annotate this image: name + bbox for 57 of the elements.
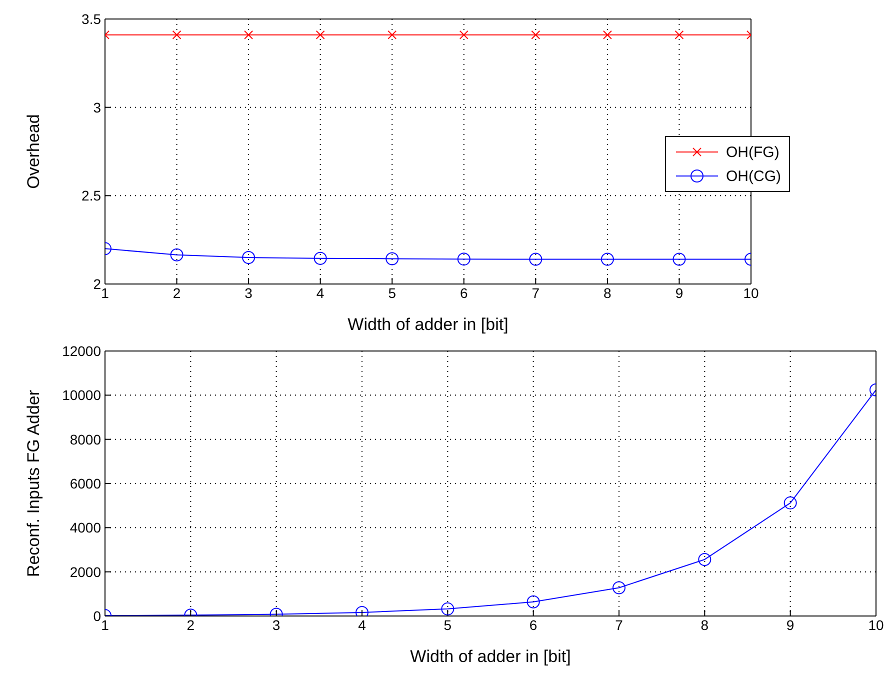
x-tick-label: 10 (868, 616, 884, 633)
point (672, 252, 686, 266)
x-tick-label: 4 (316, 284, 324, 301)
point (457, 252, 470, 266)
point (784, 496, 797, 510)
point (441, 602, 454, 616)
y-tick-label: 0 (93, 608, 102, 624)
point (386, 252, 399, 266)
point (170, 248, 184, 262)
x-tick-label: 3 (244, 284, 253, 301)
point (529, 252, 542, 266)
point (602, 30, 612, 40)
x-tick-label: 6 (460, 284, 468, 301)
x-axis-title: Width of adder in [bit] (348, 315, 508, 334)
point (698, 552, 712, 566)
x-tick-label: 5 (444, 616, 452, 633)
y-tick-label: 3.5 (82, 10, 102, 27)
y-tick-label: 8000 (70, 431, 102, 448)
legend-label: OH(CG) (726, 168, 781, 184)
x-tick-label: 1 (101, 616, 110, 633)
point (314, 252, 327, 265)
y-tick-label: 6000 (70, 475, 102, 492)
x-tick-label: 7 (532, 284, 540, 301)
y-tick-label: 10000 (62, 387, 102, 404)
x-tick-label: 6 (529, 616, 538, 633)
point (242, 251, 256, 264)
legend-label: OH(FG) (726, 144, 780, 160)
y-tick-label: 4000 (70, 520, 102, 536)
x-tick-label: 8 (604, 284, 612, 301)
y-axis-title: Reconf. Inputs FG Adder (24, 390, 44, 578)
x-tick-label: 1 (101, 284, 110, 301)
point (600, 252, 614, 266)
y-tick-label: 3 (93, 99, 102, 116)
x-tick-label: 7 (615, 616, 624, 633)
point (674, 30, 684, 40)
x-tick-label: 2 (172, 284, 181, 301)
y-tick-label: 12000 (62, 342, 102, 359)
point (244, 30, 254, 40)
point (531, 30, 540, 40)
point (526, 595, 540, 608)
y-tick-label: 2000 (70, 564, 102, 580)
point (388, 30, 397, 40)
x-axis-title: Width of adder in [bit] (410, 647, 571, 666)
point (316, 30, 325, 40)
x-tick-label: 4 (358, 616, 366, 633)
x-tick-label: 9 (675, 284, 684, 301)
x-tick-label: 9 (786, 616, 794, 633)
y-axis-title: Overhead (24, 114, 44, 189)
x-tick-label: 5 (388, 284, 396, 301)
x-tick-label: 10 (743, 284, 759, 301)
x-tick-label: 3 (272, 616, 280, 633)
point (459, 30, 468, 40)
point (172, 30, 182, 40)
x-tick-label: 2 (186, 616, 195, 633)
y-tick-label: 2.5 (82, 188, 102, 204)
point (612, 581, 626, 594)
x-tick-label: 8 (700, 616, 709, 633)
